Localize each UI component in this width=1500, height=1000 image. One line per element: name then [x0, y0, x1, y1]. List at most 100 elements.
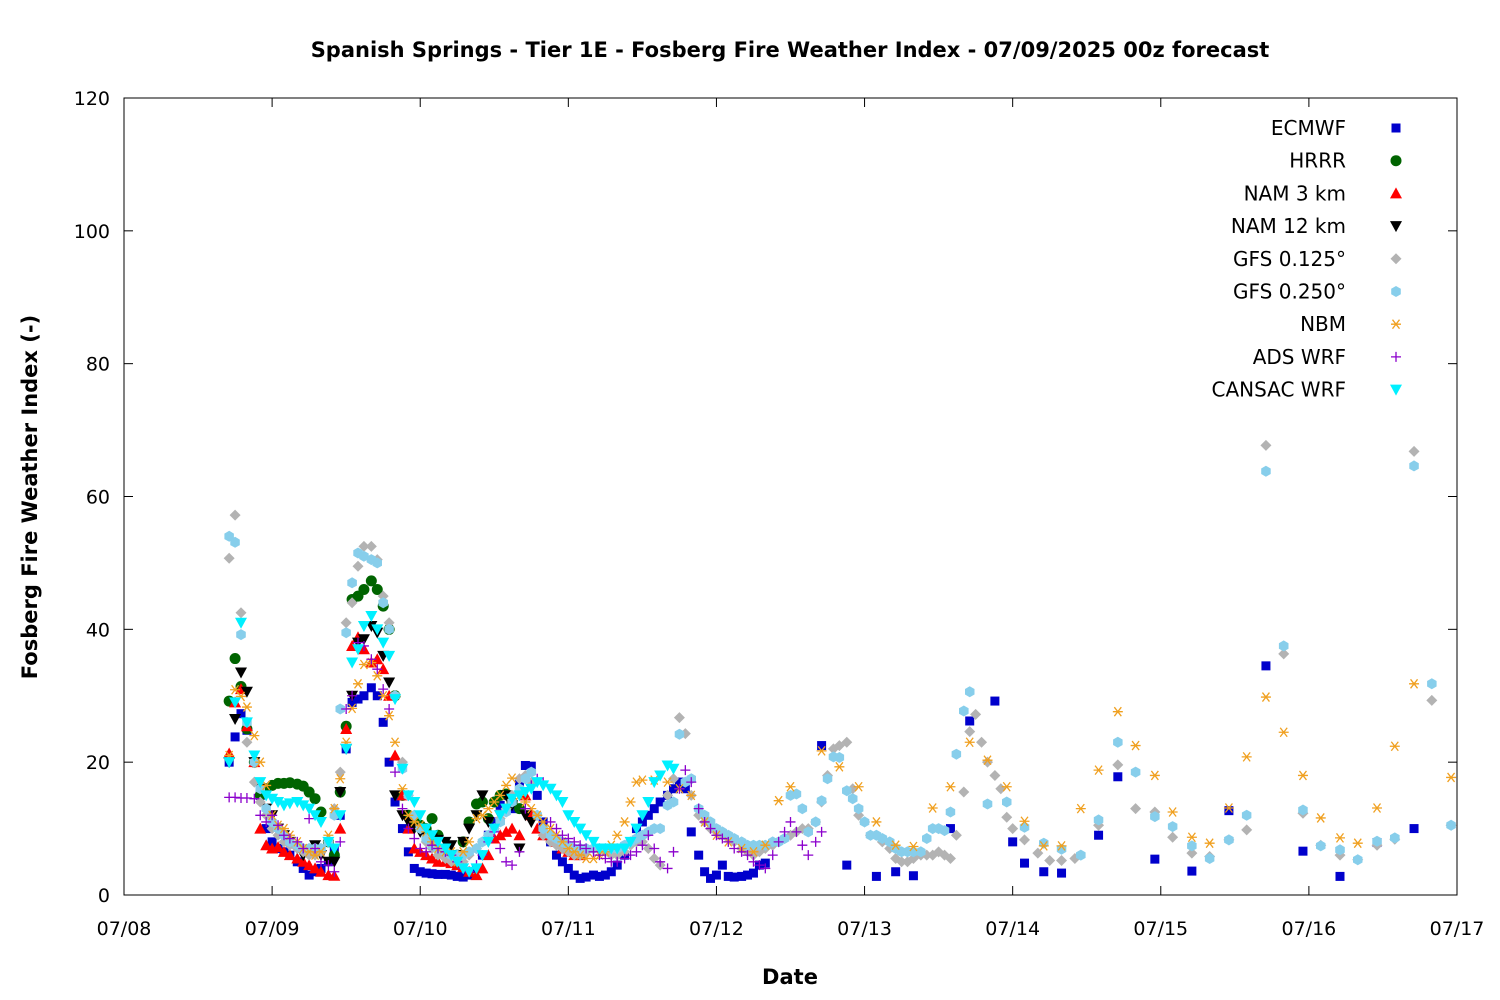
data-point — [284, 833, 295, 844]
data-point — [694, 850, 704, 860]
data-point — [706, 873, 716, 883]
data-point — [989, 769, 1001, 781]
legend-marker — [1390, 187, 1402, 199]
legend-marker — [1390, 221, 1402, 233]
data-point — [283, 798, 296, 810]
data-point — [662, 863, 673, 874]
data-point — [488, 823, 501, 835]
data-point — [346, 597, 358, 609]
data-point — [568, 816, 581, 828]
data-point — [797, 840, 808, 851]
data-point — [241, 702, 252, 712]
data-point — [1316, 840, 1326, 852]
data-point — [359, 550, 369, 562]
data-point — [643, 830, 654, 841]
data-point — [649, 843, 660, 854]
data-point — [717, 833, 728, 844]
data-point — [495, 790, 506, 801]
data-point — [277, 845, 290, 857]
data-point — [654, 770, 667, 782]
data-point — [323, 860, 334, 871]
data-point — [1019, 821, 1030, 833]
data-point — [229, 653, 241, 665]
data-point — [612, 856, 623, 867]
data-point — [717, 860, 727, 870]
data-point — [230, 536, 240, 548]
data-point — [458, 846, 469, 857]
data-point — [314, 865, 327, 877]
data-point — [674, 728, 685, 740]
data-point — [1204, 838, 1215, 849]
data-point — [927, 803, 938, 813]
data-point — [1007, 823, 1019, 835]
data-point — [314, 816, 327, 828]
data-point — [748, 856, 759, 867]
legend-marker — [1391, 123, 1401, 133]
data-point — [729, 872, 739, 882]
data-point — [686, 827, 696, 837]
data-point — [309, 862, 322, 874]
x-tick-label: 07/09 — [245, 918, 300, 940]
legend-marker — [1390, 253, 1402, 265]
legend-label: NAM 12 km — [1231, 214, 1346, 238]
data-point — [1019, 834, 1031, 846]
data-point — [637, 775, 648, 785]
data-point — [842, 785, 852, 797]
data-point — [1150, 854, 1160, 864]
data-point — [916, 846, 926, 858]
data-point — [389, 790, 402, 802]
data-point — [440, 869, 450, 879]
data-point — [340, 722, 353, 734]
data-point — [618, 843, 631, 855]
series-gfs-0-250- — [224, 460, 1456, 866]
data-point — [589, 870, 599, 880]
data-point — [389, 749, 402, 761]
data-point — [853, 803, 864, 815]
data-point — [700, 867, 710, 877]
data-point — [309, 810, 322, 822]
data-point — [1261, 465, 1271, 477]
data-point — [383, 650, 396, 662]
data-point — [1409, 460, 1419, 472]
data-point — [1149, 770, 1160, 781]
data-point — [358, 540, 370, 552]
data-point — [810, 836, 821, 847]
data-point — [587, 836, 600, 848]
data-point — [223, 757, 236, 769]
data-point — [520, 760, 530, 770]
legend-marker — [1391, 286, 1401, 297]
y-tick-label: 0 — [98, 885, 110, 907]
data-point — [673, 712, 685, 724]
data-point — [445, 840, 458, 852]
data-point — [426, 813, 438, 825]
data-point — [705, 816, 716, 828]
data-point — [397, 824, 407, 834]
data-point — [230, 732, 240, 742]
data-point — [1039, 867, 1049, 877]
data-point — [1019, 816, 1030, 827]
data-point — [661, 760, 674, 772]
data-point — [489, 817, 499, 827]
data-point — [347, 577, 357, 589]
data-point — [470, 869, 483, 881]
data-point — [414, 810, 427, 822]
data-point — [637, 840, 648, 851]
data-point — [291, 852, 304, 864]
data-point — [526, 766, 537, 778]
legend-marker — [1390, 155, 1402, 167]
data-point — [291, 797, 304, 809]
data-point — [297, 855, 310, 867]
data-point — [421, 846, 432, 857]
data-point — [476, 862, 489, 874]
data-point — [760, 840, 771, 851]
x-axis-label: Date — [762, 965, 818, 989]
data-point — [526, 761, 536, 771]
data-point — [266, 793, 279, 805]
data-point — [409, 863, 419, 873]
data-point — [1044, 854, 1056, 866]
data-point — [816, 795, 827, 807]
data-point — [371, 583, 383, 595]
data-point — [272, 797, 285, 809]
data-point — [575, 840, 586, 851]
